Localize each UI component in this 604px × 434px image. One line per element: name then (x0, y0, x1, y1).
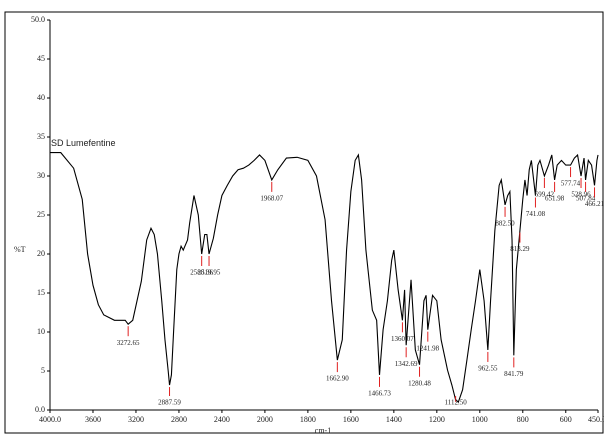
x-tick-label: 3200 (128, 415, 144, 424)
peak-label: 1360.07 (391, 335, 414, 343)
peak-label: 1968.07 (260, 195, 283, 203)
peak-label: 528.96 (571, 191, 591, 199)
y-tick-label: 5 (41, 366, 45, 375)
peak-label: 2519.95 (198, 269, 221, 277)
y-tick-label: 35 (37, 132, 45, 141)
peak-label: 741.08 (526, 210, 546, 218)
x-tick-label: 600 (560, 415, 572, 424)
x-tick-label: 450.0 (588, 415, 604, 424)
x-tick-label: 2800 (171, 415, 187, 424)
x-tick-label: 1000 (472, 415, 488, 424)
x-tick-label: 1600 (343, 415, 359, 424)
peak-label: 577.74 (561, 180, 581, 188)
peak-label: 2887.59 (158, 399, 181, 407)
frame (4, 11, 604, 434)
y-tick-label: 40 (37, 93, 45, 102)
peak-label: 1112.50 (445, 399, 468, 407)
y-tick-label: 50.0 (31, 15, 45, 24)
x-tick-label: 3600 (85, 415, 101, 424)
y-tick-label: 30 (37, 171, 45, 180)
peak-label: 466.21 (585, 200, 604, 208)
peak-label: 841.79 (504, 370, 524, 378)
peak-label: 1342.69 (395, 360, 418, 368)
series-name: SD Lumefentine (51, 138, 116, 148)
x-tick-label: 2000 (257, 415, 273, 424)
y-tick-label: 20 (37, 249, 45, 258)
spectrum-line (50, 152, 599, 404)
peak-label: 1466.73 (368, 390, 391, 398)
peak-label: 1662.90 (326, 375, 349, 383)
y-tick-label: 25 (37, 210, 45, 219)
y-tick-label: 10 (37, 327, 45, 336)
peak-label: 507.84 (576, 195, 596, 203)
peak-label: 699.42 (535, 191, 555, 199)
x-tick-label: 2400 (214, 415, 230, 424)
peak-label: 1241.98 (416, 344, 439, 352)
peak-label: 882.50 (495, 219, 515, 227)
x-tick-label: 1800 (300, 415, 316, 424)
x-tick-label: 1200 (429, 415, 445, 424)
x-tick-label: 800 (517, 415, 529, 424)
peak-label: 651.98 (545, 195, 565, 203)
peak-label: 2588.36 (190, 269, 213, 277)
x-tick-label: 1400 (386, 415, 402, 424)
y-axis-label: %T (14, 245, 26, 254)
x-tick-label: 4000.0 (39, 415, 61, 424)
peak-label: 813.29 (510, 245, 530, 253)
y-tick-label: 45 (37, 54, 45, 63)
y-tick-label: 0.0 (35, 405, 45, 414)
peak-label: 3272.65 (117, 339, 140, 347)
x-axis-label: cm-1 (315, 426, 331, 434)
peak-label: 1280.48 (408, 379, 431, 387)
peak-label: 962.55 (478, 365, 498, 373)
y-tick-label: 15 (37, 288, 45, 297)
